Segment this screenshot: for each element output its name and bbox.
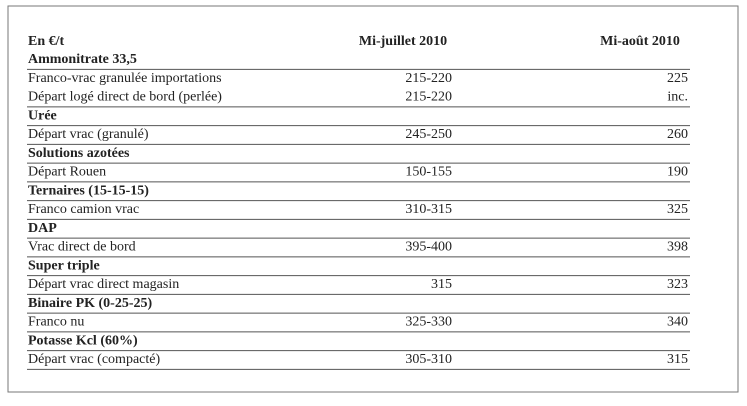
header-cell: En €/t: [28, 34, 65, 49]
cell: 323: [667, 277, 688, 292]
cell: 340: [667, 315, 688, 330]
cell: 325-330: [405, 315, 452, 330]
cell: 215-220: [405, 90, 452, 105]
cell: 325: [667, 202, 688, 217]
cell: 190: [667, 165, 688, 180]
header-cell: Mi-juillet 2010: [359, 34, 447, 49]
row-label: Franco-vrac granulée importations: [28, 71, 222, 86]
cell: 150-155: [405, 165, 452, 180]
section-title: Ternaires (15-15-15): [28, 183, 149, 198]
row-label: Départ vrac direct magasin: [28, 277, 179, 292]
cell: 315: [667, 352, 688, 367]
row-label: Vrac direct de bord: [28, 240, 136, 255]
cell: 225: [667, 71, 688, 86]
cell: 310-315: [405, 202, 452, 217]
cell: 260: [667, 127, 688, 142]
section-title: Potasse Kcl (60%): [28, 333, 138, 348]
cell: 398: [667, 240, 688, 255]
row-label: Départ logé direct de bord (perlée): [28, 90, 222, 105]
cell: inc.: [667, 90, 688, 105]
section-title: DAP: [28, 221, 57, 236]
cell: 315: [431, 277, 452, 292]
row-label: Départ Rouen: [28, 165, 106, 180]
cell: 305-310: [405, 352, 452, 367]
section-title: Solutions azotées: [28, 146, 130, 161]
section-title: Urée: [28, 108, 57, 123]
header-cell: Mi-août 2010: [600, 34, 680, 49]
section-title: Super triple: [28, 258, 100, 273]
frame: [7, 5, 739, 393]
row-label: Franco nu: [28, 315, 84, 330]
section-title: Binaire PK (0-25-25): [28, 296, 153, 311]
row-label: Franco camion vrac: [28, 202, 139, 217]
cell: 395-400: [405, 240, 452, 255]
section-title: Ammonitrate 33,5: [28, 52, 137, 67]
cell: 245-250: [405, 127, 452, 142]
cell: 215-220: [405, 71, 452, 86]
row-label: Départ vrac (compacté): [28, 352, 160, 367]
row-label: Départ vrac (granulé): [28, 127, 149, 142]
